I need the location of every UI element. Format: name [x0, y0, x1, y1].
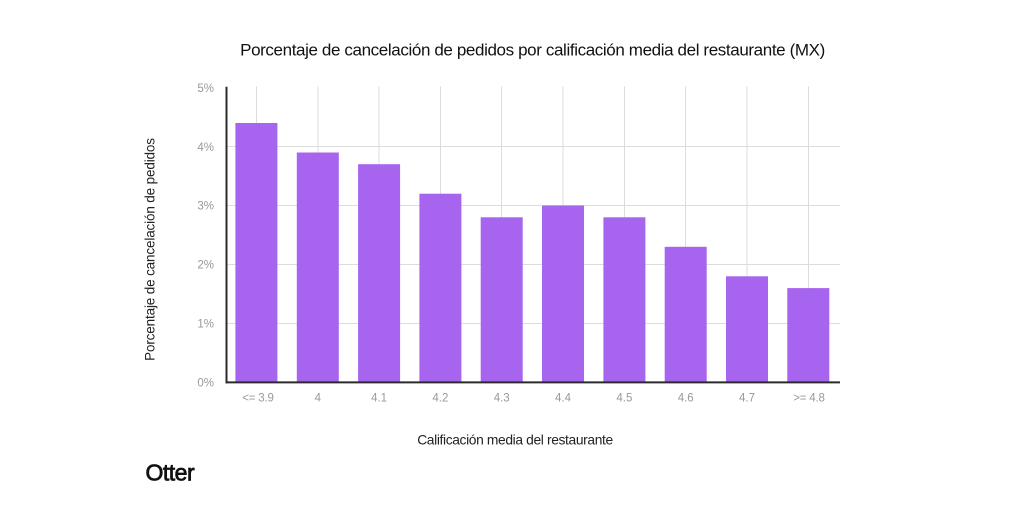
svg-text:4.2: 4.2 [432, 393, 448, 405]
svg-text:3%: 3% [197, 201, 214, 213]
svg-text:4.3: 4.3 [494, 393, 510, 405]
svg-text:Porcentaje de cancelación de p: Porcentaje de cancelación de pedidos por… [240, 41, 825, 60]
svg-text:4.1: 4.1 [371, 393, 387, 405]
svg-text:4.7: 4.7 [739, 393, 755, 405]
svg-text:1%: 1% [197, 319, 214, 331]
svg-text:4.4: 4.4 [555, 393, 572, 405]
svg-text:Otter: Otter [146, 460, 195, 486]
svg-text:2%: 2% [197, 260, 214, 272]
svg-text:4: 4 [315, 393, 322, 405]
svg-text:>= 4.8: >= 4.8 [793, 393, 824, 405]
svg-text:5%: 5% [197, 83, 214, 95]
svg-text:4%: 4% [197, 142, 214, 154]
svg-text:Porcentaje de cancelación de p: Porcentaje de cancelación de pedidos [142, 138, 157, 361]
svg-text:4.5: 4.5 [616, 393, 632, 405]
svg-text:Calificación media del restaur: Calificación media del restaurante [417, 432, 613, 447]
svg-text:0%: 0% [197, 378, 214, 390]
svg-text:4.6: 4.6 [678, 393, 694, 405]
svg-text:<= 3.9: <= 3.9 [242, 393, 273, 405]
